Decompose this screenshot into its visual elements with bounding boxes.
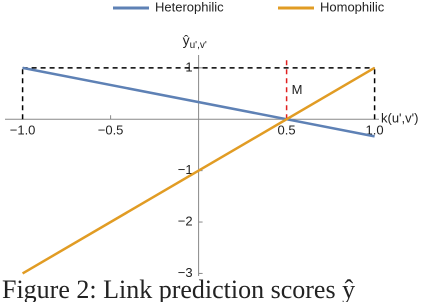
x-axis-label: k(u',v') — [381, 111, 418, 126]
series-line — [22, 66, 375, 138]
x-tick-label: −0.5 — [98, 123, 124, 138]
y-axis-label: ŷu',v' — [183, 32, 207, 51]
x-tick-label: 1.0 — [366, 123, 384, 138]
y-axis-label-sub: u',v' — [190, 40, 207, 51]
legend-label: Heterophilic — [155, 0, 224, 14]
y-tick-label: 1 — [185, 59, 192, 74]
legend-label: Homophilic — [320, 0, 385, 14]
y-axis-label-main: ŷ — [183, 32, 190, 48]
y-tick-label: −2 — [178, 213, 193, 228]
annotation-label: M — [292, 82, 303, 97]
series-line — [21, 66, 376, 275]
x-tick-label: 0.5 — [278, 123, 296, 138]
x-tick-label: −1.0 — [10, 123, 36, 138]
y-tick-label: −3 — [178, 265, 193, 280]
caption: Figure 2: Link prediction scores ŷ — [2, 275, 355, 302]
y-tick-label: −1 — [178, 162, 193, 177]
